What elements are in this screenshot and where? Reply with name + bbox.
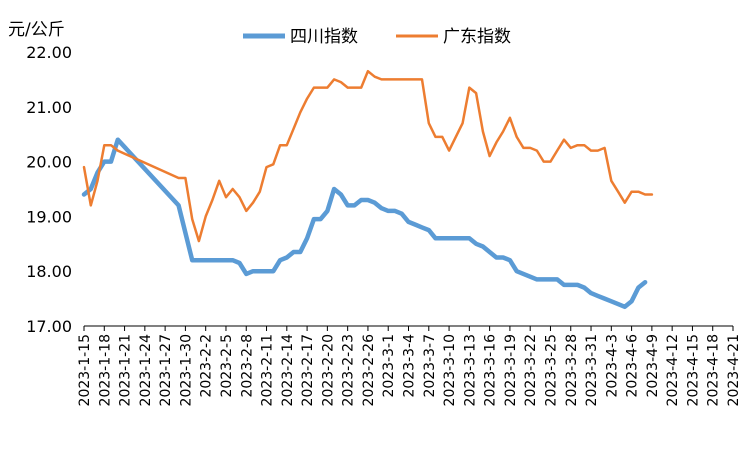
x-tick-label: 2023-2-20: [320, 334, 336, 406]
y-tick-label: 17.00: [26, 317, 72, 336]
x-tick-label: 2023-2-8: [239, 334, 255, 398]
x-tick-label: 2023-2-26: [361, 334, 377, 407]
legend-label-guangdong: 广东指数: [443, 27, 511, 47]
x-tick-label: 2023-2-17: [300, 334, 316, 406]
x-tick-label: 2023-4-6: [625, 334, 641, 398]
series-line-sichuan: [81, 137, 648, 310]
x-tick-label: 2023-3-28: [564, 334, 580, 406]
x-tick-label: 2023-3-19: [503, 334, 519, 406]
x-tick-label: 2023-2-11: [260, 334, 276, 406]
y-tick-label: 18.00: [26, 262, 72, 281]
x-tick-label: 2023-2-23: [341, 334, 357, 406]
x-tick-label: 2023-3-13: [462, 334, 478, 406]
x-tick-label: 2023-1-24: [138, 334, 154, 407]
x-tick-label: 2023-4-3: [604, 334, 620, 398]
x-tick-label: 2023-3-7: [422, 334, 438, 398]
y-tick-label: 20.00: [26, 153, 72, 172]
y-axis-unit-label: 元/公斤: [8, 20, 65, 40]
x-tick-label: 2023-2-14: [280, 334, 296, 407]
x-tick-label: 2023-1-27: [158, 334, 174, 406]
x-tick-label: 2023-1-15: [77, 334, 93, 406]
x-tick-label: 2023-3-16: [483, 334, 499, 407]
y-tick-label: 19.00: [26, 207, 72, 226]
x-tick-label: 2023-3-10: [442, 334, 458, 406]
y-axis: 17.00 18.00 19.00 20.00 21.00 22.00: [26, 43, 72, 336]
legend: 四川指数 广东指数: [243, 27, 511, 47]
x-tick-label: 2023-4-21: [726, 334, 742, 406]
x-tick-label: 2023-4-18: [706, 334, 722, 406]
x-tick-label: 2023-3-4: [402, 334, 418, 398]
x-tick-label: 2023-3-22: [523, 334, 539, 406]
series-line-guangdong: [82, 69, 654, 243]
y-tick-label: 22.00: [26, 43, 72, 62]
y-tick-label: 21.00: [26, 98, 72, 117]
x-axis: 2023-1-15 2023-1-18 2023-1-21 2023-1-24 2023…: [77, 326, 742, 406]
x-tick-label: 2023-3-25: [543, 334, 559, 406]
x-tick-label: 2023-3-1: [381, 334, 397, 398]
x-tick-label: 2023-2-2: [199, 334, 215, 398]
x-tick-label: 2023-1-18: [97, 334, 113, 406]
x-tick-label: 2023-4-9: [645, 334, 661, 398]
x-tick-label: 2023-2-5: [219, 334, 235, 398]
x-tick-label: 2023-4-12: [665, 334, 681, 406]
x-tick-label: 2023-1-30: [178, 334, 194, 406]
series-layer: [81, 69, 654, 310]
x-tick-label: 2023-4-15: [685, 334, 701, 406]
legend-label-sichuan: 四川指数: [290, 27, 358, 47]
x-tick-label: 2023-1-21: [118, 334, 134, 406]
x-tick-label: 2023-3-31: [584, 334, 600, 406]
